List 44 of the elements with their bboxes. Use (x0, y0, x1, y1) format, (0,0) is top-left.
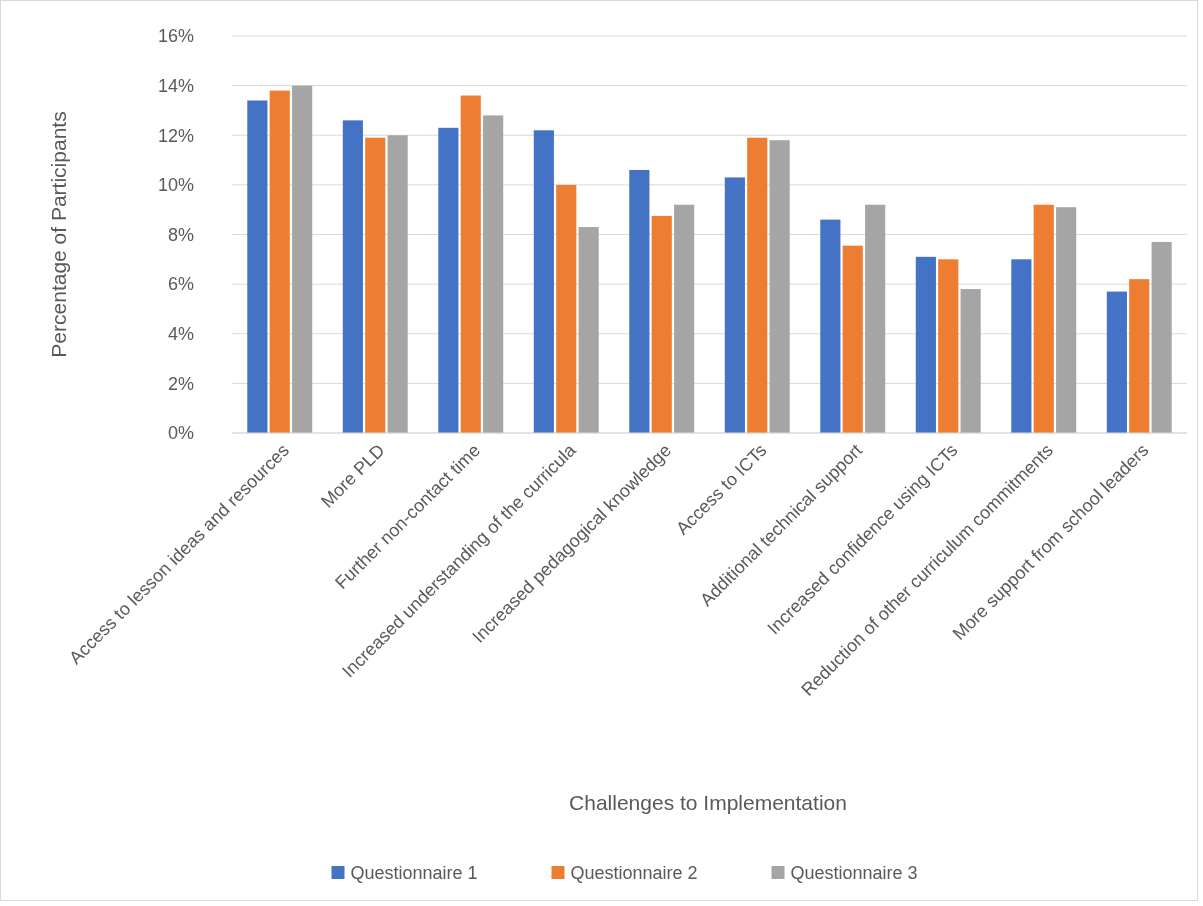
y-tick-label: 4% (167, 324, 194, 345)
bar (865, 204, 886, 433)
bar (269, 90, 290, 433)
bar (1056, 207, 1077, 433)
bar (556, 184, 577, 433)
x-axis-title: Challenges to Implementation (569, 791, 847, 814)
bar (724, 177, 745, 433)
bar (1151, 241, 1172, 433)
bar (769, 140, 790, 433)
bar (651, 215, 672, 433)
bar (674, 204, 695, 433)
y-tick-label: 10% (157, 175, 194, 196)
y-tick-label: 12% (157, 125, 194, 146)
bar (938, 259, 959, 433)
y-tick-label: 14% (157, 75, 194, 96)
bar (578, 227, 599, 433)
bar (533, 130, 554, 433)
legend-label: Questionnaire 1 (350, 863, 478, 884)
bar (1106, 291, 1127, 433)
bar (915, 256, 936, 433)
bar (483, 115, 504, 433)
bar (842, 245, 863, 433)
bar (1011, 259, 1032, 433)
legend-label: Questionnaire 2 (570, 863, 698, 884)
bar (292, 85, 313, 433)
y-tick-label: 2% (167, 373, 194, 394)
bar (820, 219, 841, 433)
legend-label: Questionnaire 3 (790, 863, 918, 884)
y-tick-label: 16% (157, 26, 194, 47)
bar (1129, 279, 1150, 433)
y-tick-label: 8% (167, 224, 194, 245)
bar (365, 137, 386, 433)
bar (960, 289, 981, 433)
y-tick-label: 0% (167, 423, 194, 444)
bar (342, 120, 363, 433)
y-tick-label: 6% (167, 274, 194, 295)
bar (629, 169, 650, 433)
bar (747, 137, 768, 433)
bar (1033, 204, 1054, 433)
bar (247, 100, 268, 433)
y-axis-title: Percentage of Participants (47, 111, 70, 358)
bar (460, 95, 481, 433)
bar (387, 135, 408, 433)
bar (438, 127, 459, 433)
